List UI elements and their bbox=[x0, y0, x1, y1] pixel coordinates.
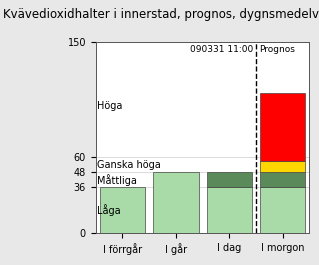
Bar bbox=[207, 187, 252, 233]
Bar bbox=[100, 187, 145, 233]
Bar bbox=[207, 172, 252, 187]
Bar bbox=[260, 172, 305, 187]
Bar bbox=[260, 161, 305, 172]
Bar bbox=[260, 187, 305, 233]
Text: 090331 11:00: 090331 11:00 bbox=[190, 45, 253, 54]
Text: Låga: Låga bbox=[97, 204, 120, 216]
Text: Höga: Höga bbox=[97, 101, 122, 111]
Bar bbox=[260, 93, 305, 161]
Text: Måttliga: Måttliga bbox=[97, 174, 137, 186]
Text: Kvävedioxidhalter i innerstad, prognos, dygnsmedelv.: Kvävedioxidhalter i innerstad, prognos, … bbox=[3, 8, 319, 21]
Text: Prognos: Prognos bbox=[259, 45, 294, 54]
Text: Ganska höga: Ganska höga bbox=[97, 160, 160, 170]
Bar bbox=[153, 172, 198, 233]
